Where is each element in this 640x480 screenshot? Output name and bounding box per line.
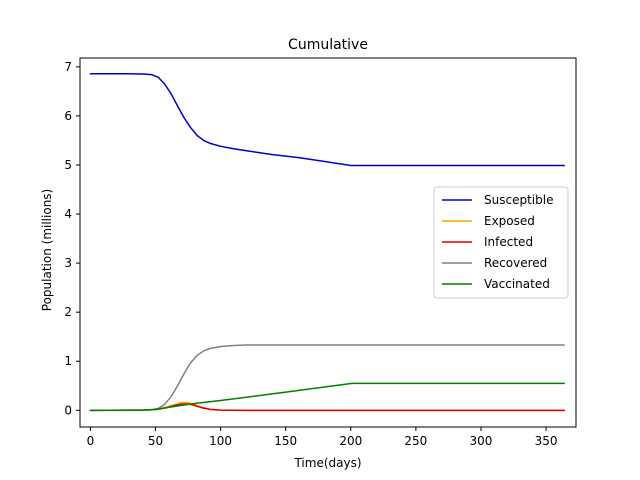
legend-label-infected: Infected — [484, 235, 533, 249]
legend-label-recovered: Recovered — [484, 256, 547, 270]
y-tick-label: 1 — [64, 354, 72, 368]
x-tick-label: 200 — [339, 434, 362, 448]
y-tick-label: 0 — [64, 403, 72, 417]
y-tick-label: 6 — [64, 109, 72, 123]
plot-area — [89, 72, 566, 412]
legend-label-exposed: Exposed — [484, 214, 535, 228]
x-axis-ticks: 0 50 100 150 200 250 300 350 — [87, 427, 558, 448]
legend-label-vaccinated: Vaccinated — [484, 277, 550, 291]
y-axis-ticks: 0 1 2 3 4 5 6 7 — [64, 60, 80, 417]
x-tick-label: 0 — [87, 434, 95, 448]
y-axis-label: Population (millions) — [40, 189, 54, 311]
y-tick-label: 2 — [64, 305, 72, 319]
series-line-susceptible — [89, 72, 566, 167]
legend-label-susceptible: Susceptible — [484, 193, 553, 207]
y-tick-label: 7 — [64, 60, 72, 74]
y-tick-label: 4 — [64, 207, 72, 221]
chart-title: Cumulative — [288, 37, 368, 53]
series-line-vaccinated — [89, 382, 566, 412]
legend: Susceptible Exposed Infected Recovered Vacci… — [433, 186, 569, 299]
x-axis-label: Time(days) — [293, 456, 361, 470]
y-tick-label: 3 — [64, 256, 72, 270]
x-tick-label: 250 — [404, 434, 427, 448]
x-tick-label: 300 — [470, 434, 493, 448]
x-tick-label: 150 — [274, 434, 297, 448]
plot-frame — [79, 57, 577, 428]
y-tick-label: 5 — [64, 158, 72, 172]
x-tick-label: 100 — [209, 434, 232, 448]
x-tick-label: 50 — [148, 434, 163, 448]
x-tick-label: 350 — [535, 434, 558, 448]
legend-box — [433, 186, 569, 299]
